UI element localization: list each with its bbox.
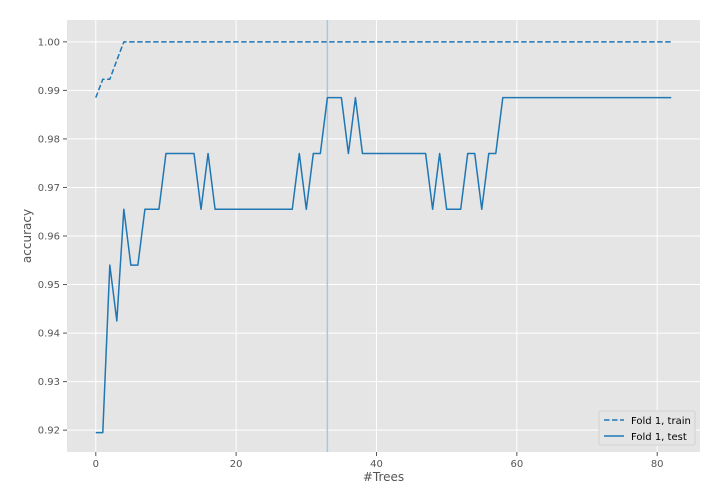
y-tick-label: 0.93 [38, 377, 60, 388]
x-tick-label: 80 [651, 459, 664, 470]
y-axis-ticks: 0.92 0.93 0.94 0.95 0.96 0.97 0.98 0.99 1.00 [38, 37, 67, 437]
y-axis-label: accuracy [20, 209, 34, 263]
grid [67, 20, 700, 452]
legend-label-test: Fold 1, test [631, 432, 687, 443]
x-axis-ticks: 0 20 40 60 80 [93, 452, 664, 470]
x-tick-label: 0 [93, 459, 99, 470]
x-tick-label: 40 [370, 459, 383, 470]
series-lines [95, 41, 672, 434]
y-tick-label: 0.95 [38, 280, 60, 291]
x-axis-label: #Trees [363, 470, 404, 484]
y-tick-label: 0.98 [38, 134, 60, 145]
y-tick-label: 0.97 [38, 183, 60, 194]
y-tick-label: 0.92 [38, 426, 60, 437]
y-tick-label: 0.94 [38, 329, 60, 340]
series-line-train [95, 41, 672, 98]
y-tick-label: 0.99 [38, 86, 60, 97]
x-tick-label: 60 [510, 459, 523, 470]
y-tick-label: 0.96 [38, 232, 60, 243]
legend-label-train: Fold 1, train [631, 416, 691, 427]
y-tick-label: 1.00 [38, 37, 60, 48]
legend: Fold 1, train Fold 1, test [598, 410, 696, 446]
series-line-test [95, 96, 672, 434]
x-tick-label: 20 [230, 459, 243, 470]
